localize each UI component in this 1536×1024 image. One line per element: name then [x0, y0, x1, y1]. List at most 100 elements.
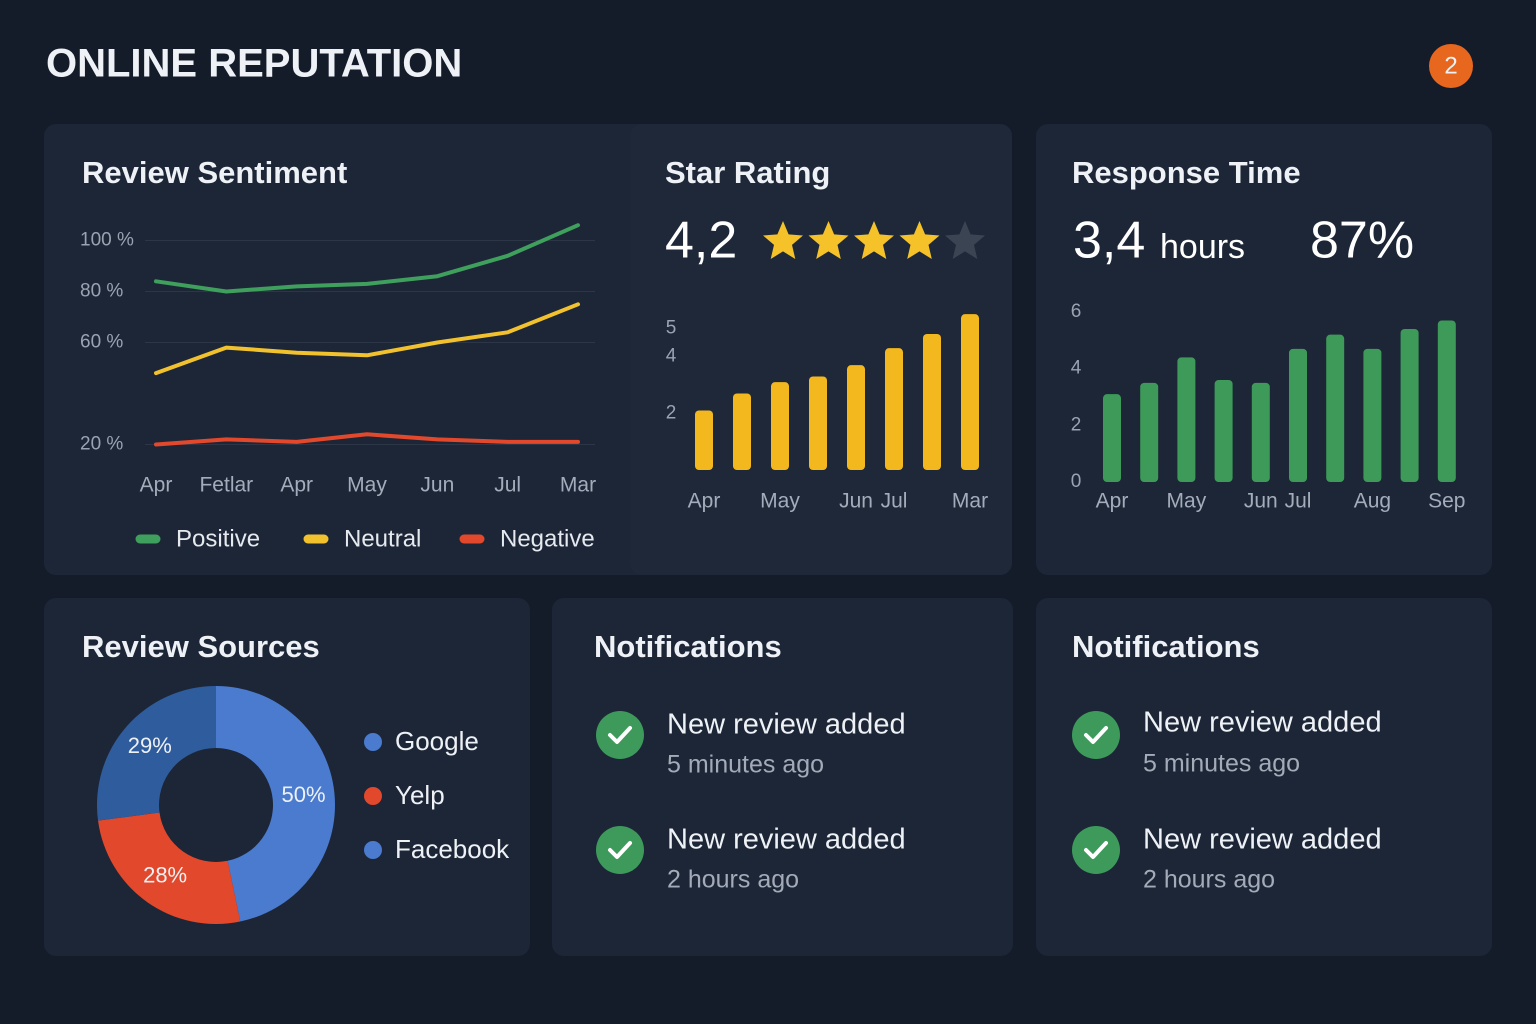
y-tick-label: 2	[1071, 414, 1082, 435]
x-tick-label: Mar	[952, 490, 988, 513]
x-tick-label: Apr	[1096, 490, 1129, 513]
x-tick-label: Aug	[1354, 490, 1391, 513]
bar	[733, 393, 751, 470]
y-tick-label: 0	[1071, 471, 1082, 492]
legend-label: Negative	[500, 525, 595, 552]
bar	[1140, 382, 1159, 482]
check-icon	[596, 711, 644, 759]
notification-text[interactable]: New review added	[1143, 707, 1382, 739]
notification-time: 5 minutes ago	[667, 751, 824, 779]
bar	[1363, 348, 1382, 482]
bar	[1437, 320, 1456, 482]
panel-title: Star Rating	[665, 155, 830, 190]
x-tick-label: Jun	[420, 474, 454, 497]
x-tick-label: Jul	[881, 490, 908, 513]
notification-text[interactable]: New review added	[667, 709, 906, 741]
y-tick-label: 5	[666, 317, 677, 338]
notification-text[interactable]: New review added	[667, 824, 906, 856]
slice-label: 50%	[282, 782, 326, 807]
check-mark	[1084, 841, 1108, 859]
bar	[1326, 334, 1345, 482]
bar	[923, 334, 941, 470]
pie-slice	[98, 812, 241, 924]
x-tick-label: Apr	[140, 474, 173, 497]
y-tick-label: 100 %	[80, 230, 134, 251]
bar	[1177, 357, 1196, 482]
bar	[1251, 382, 1270, 482]
notification-time: 2 hours ago	[667, 866, 799, 894]
bar	[1400, 329, 1419, 482]
check-mark	[608, 841, 632, 859]
y-tick-label: 2	[666, 402, 677, 423]
bar	[961, 314, 979, 470]
legend-label: Yelp	[395, 780, 445, 810]
headline-unit: hours	[1160, 228, 1245, 266]
line-series	[154, 223, 580, 294]
bar	[809, 376, 827, 470]
line-series	[154, 302, 580, 376]
bar	[885, 348, 903, 470]
star-icon	[899, 221, 940, 259]
headline: 3,4	[1073, 212, 1145, 270]
legend-label: Facebook	[395, 834, 510, 864]
legend-dot	[364, 733, 382, 751]
y-tick-label: 20 %	[80, 434, 123, 455]
star-icon	[945, 221, 985, 259]
check-icon	[596, 826, 644, 874]
legend-dot	[364, 841, 382, 859]
bar	[1289, 348, 1307, 482]
x-tick-label: Sep	[1428, 490, 1465, 513]
pie-slice	[97, 686, 216, 821]
x-tick-label: Apr	[688, 490, 721, 513]
y-tick-label: 60 %	[80, 332, 123, 353]
x-tick-label: Mar	[560, 474, 596, 497]
check-icon	[1072, 826, 1120, 874]
badge-count[interactable]: 2	[1444, 52, 1457, 79]
x-tick-label: Jul	[494, 474, 521, 497]
panel-title: Notifications	[1072, 629, 1260, 664]
panel-title: Review Sources	[82, 629, 320, 664]
badge[interactable]	[1429, 44, 1473, 88]
star-icon	[854, 221, 894, 259]
notification-time: 2 hours ago	[1143, 866, 1275, 894]
x-tick-label: Jun	[1244, 490, 1278, 513]
check-mark	[608, 726, 632, 744]
legend-label: Neutral	[344, 525, 421, 552]
bar	[695, 410, 713, 470]
y-tick-label: 6	[1071, 301, 1082, 322]
x-tick-label: May	[347, 474, 387, 497]
x-tick-label: Fetlar	[199, 474, 253, 497]
panel-title: Review Sentiment	[82, 155, 347, 190]
slice-label: 29%	[128, 733, 172, 758]
y-tick-label: 4	[1071, 358, 1082, 379]
bar	[1103, 394, 1121, 482]
page-title: ONLINE REPUTATION	[46, 42, 462, 86]
x-tick-label: Jun	[839, 490, 873, 513]
y-tick-label: 4	[666, 346, 677, 367]
pie-slice	[216, 686, 336, 922]
check-icon	[1072, 711, 1120, 759]
panel	[552, 598, 1013, 956]
slice-label: 28%	[143, 863, 187, 888]
headline: 4,2	[665, 212, 737, 270]
x-tick-label: Apr	[280, 474, 313, 497]
x-tick-label: May	[1167, 490, 1207, 513]
x-tick-label: May	[760, 490, 800, 513]
bar	[771, 382, 789, 470]
notification-time: 5 minutes ago	[1143, 750, 1300, 778]
bar	[847, 365, 865, 470]
legend-label: Google	[395, 726, 479, 756]
y-tick-label: 80 %	[80, 281, 123, 302]
notification-text[interactable]: New review added	[1143, 824, 1382, 856]
star-icon	[808, 221, 849, 259]
legend-dot	[364, 787, 382, 805]
star-icon	[763, 221, 803, 259]
legend-label: Positive	[176, 525, 260, 552]
line-series	[154, 432, 580, 447]
panel-title: Notifications	[594, 629, 782, 664]
panel-title: Response Time	[1072, 155, 1301, 190]
x-tick-label: Jul	[1285, 490, 1312, 513]
bar	[1214, 380, 1233, 482]
